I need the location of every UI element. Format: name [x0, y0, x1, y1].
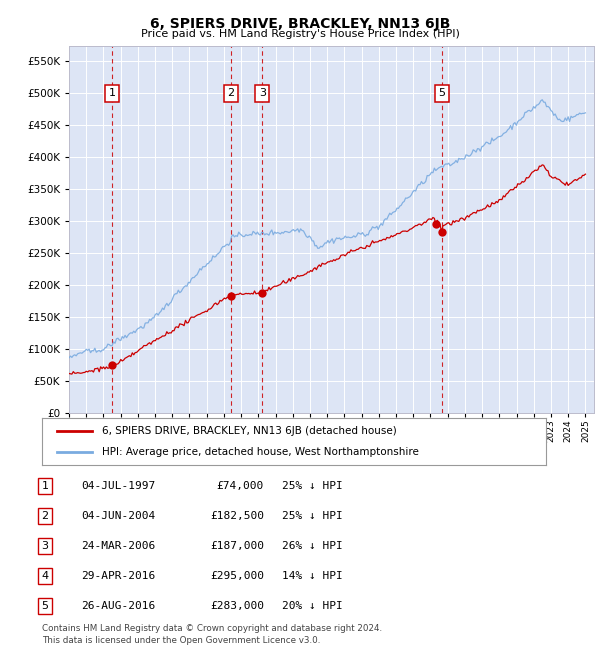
Text: 2: 2: [227, 88, 235, 98]
Text: £283,000: £283,000: [210, 601, 264, 611]
Text: 25% ↓ HPI: 25% ↓ HPI: [282, 511, 343, 521]
Text: 6, SPIERS DRIVE, BRACKLEY, NN13 6JB (detached house): 6, SPIERS DRIVE, BRACKLEY, NN13 6JB (det…: [103, 426, 397, 436]
Text: 5: 5: [41, 601, 49, 611]
Text: 04-JUN-2004: 04-JUN-2004: [81, 511, 155, 521]
Text: Contains HM Land Registry data © Crown copyright and database right 2024.
This d: Contains HM Land Registry data © Crown c…: [42, 624, 382, 645]
Text: 3: 3: [259, 88, 266, 98]
Text: £74,000: £74,000: [217, 481, 264, 491]
Text: 26% ↓ HPI: 26% ↓ HPI: [282, 541, 343, 551]
Text: 29-APR-2016: 29-APR-2016: [81, 571, 155, 581]
Text: £182,500: £182,500: [210, 511, 264, 521]
Text: 2: 2: [41, 511, 49, 521]
Text: 14% ↓ HPI: 14% ↓ HPI: [282, 571, 343, 581]
Text: 3: 3: [41, 541, 49, 551]
Text: 04-JUL-1997: 04-JUL-1997: [81, 481, 155, 491]
Text: 1: 1: [109, 88, 116, 98]
Text: 4: 4: [41, 571, 49, 581]
Text: HPI: Average price, detached house, West Northamptonshire: HPI: Average price, detached house, West…: [103, 447, 419, 457]
Text: 20% ↓ HPI: 20% ↓ HPI: [282, 601, 343, 611]
Text: £295,000: £295,000: [210, 571, 264, 581]
Text: 24-MAR-2006: 24-MAR-2006: [81, 541, 155, 551]
Text: 5: 5: [438, 88, 445, 98]
Text: 25% ↓ HPI: 25% ↓ HPI: [282, 481, 343, 491]
Text: 6, SPIERS DRIVE, BRACKLEY, NN13 6JB: 6, SPIERS DRIVE, BRACKLEY, NN13 6JB: [150, 17, 450, 31]
Text: Price paid vs. HM Land Registry's House Price Index (HPI): Price paid vs. HM Land Registry's House …: [140, 29, 460, 39]
Text: 26-AUG-2016: 26-AUG-2016: [81, 601, 155, 611]
Text: 1: 1: [41, 481, 49, 491]
Text: £187,000: £187,000: [210, 541, 264, 551]
